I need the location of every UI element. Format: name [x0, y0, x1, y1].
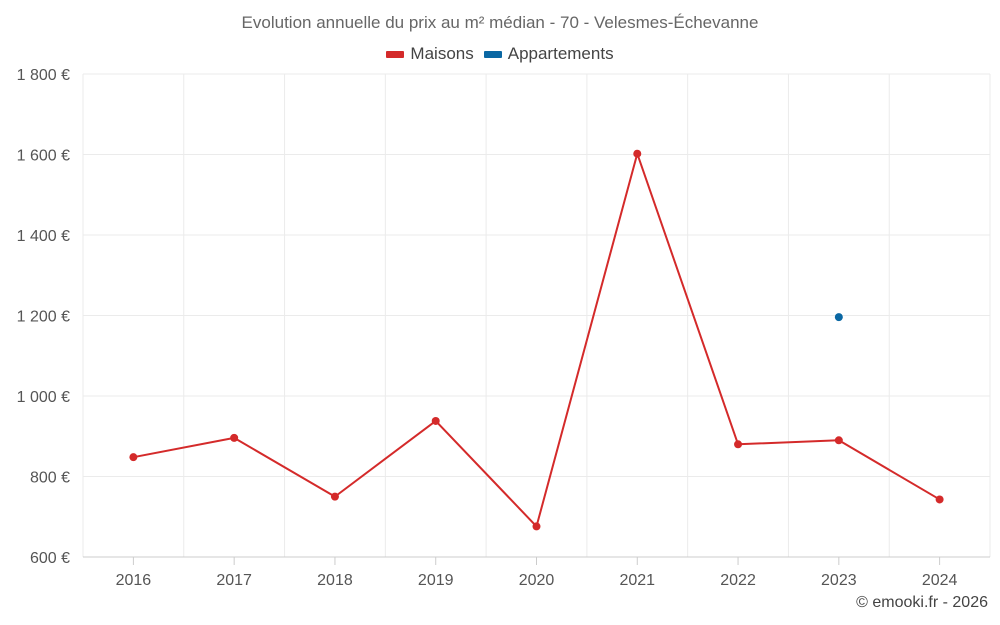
y-tick-label: 800 €	[30, 470, 70, 487]
data-point-maisons	[734, 440, 743, 449]
legend-item-maisons[interactable]: Maisons	[386, 44, 474, 64]
data-point-maisons	[129, 453, 138, 462]
series-line-maisons	[133, 152, 941, 528]
credit-text: © emooki.fr - 2026	[856, 594, 988, 611]
chart-title: Evolution annuelle du prix au m² médian …	[241, 13, 759, 32]
legend-item-appartements[interactable]: Appartements	[483, 44, 614, 64]
x-tick-label: 2021	[619, 572, 655, 589]
legend-label-maisons: Maisons	[410, 44, 474, 63]
y-tick-label: 600 €	[30, 550, 70, 567]
data-point-maisons	[935, 495, 944, 504]
data-point-maisons	[633, 149, 642, 158]
x-tick-label: 2017	[216, 572, 252, 589]
x-tick-label: 2018	[317, 572, 353, 589]
legend-swatch-maisons	[386, 50, 405, 58]
legend: Maisons Appartements	[0, 44, 1000, 64]
data-point-appartements	[834, 313, 843, 322]
data-point-maisons	[834, 436, 843, 445]
data-point-maisons	[230, 433, 239, 442]
legend-swatch-appartements	[483, 50, 502, 58]
data-point-maisons	[431, 416, 440, 425]
x-tick-label: 2022	[720, 572, 756, 589]
y-tick-label: 1 000 €	[17, 389, 70, 406]
x-tick-label: 2016	[116, 572, 152, 589]
x-tick-label: 2024	[922, 572, 958, 589]
data-point-maisons	[532, 522, 541, 531]
y-tick-label: 1 400 €	[17, 228, 70, 245]
legend-label-appartements: Appartements	[507, 44, 614, 63]
y-tick-label: 1 200 €	[17, 309, 70, 326]
x-tick-label: 2019	[418, 572, 454, 589]
x-tick-label: 2023	[821, 572, 857, 589]
data-point-maisons	[330, 492, 339, 501]
y-tick-label: 1 800 €	[17, 67, 70, 84]
y-tick-label: 1 600 €	[17, 148, 70, 165]
x-tick-label: 2020	[519, 572, 555, 589]
